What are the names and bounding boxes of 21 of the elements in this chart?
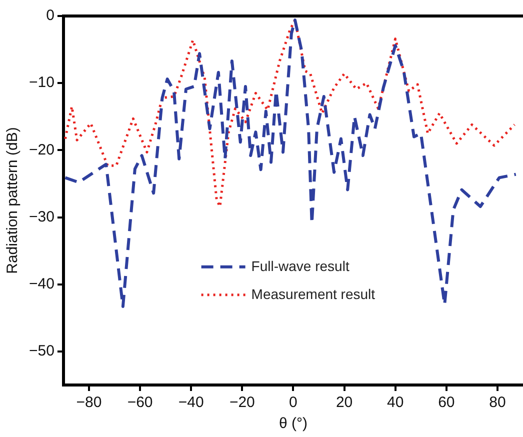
- y-tick-label: 0: [46, 7, 54, 24]
- y-axis-title: Radiation pattern (dB): [4, 127, 22, 274]
- y-tick-label: −40: [28, 276, 54, 293]
- y-tick-label: −20: [28, 141, 54, 158]
- y-tick-label: −10: [28, 74, 54, 92]
- line-series: [64, 18, 516, 208]
- x-tick-label: −40: [178, 394, 204, 412]
- x-tick-label: −20: [229, 394, 255, 412]
- line-series: [64, 18, 518, 308]
- y-tick-label: −30: [28, 208, 54, 226]
- legend-label: Measurement result: [251, 286, 376, 302]
- y-tick-label: −50: [28, 342, 54, 360]
- x-tick-label: 0: [289, 394, 298, 412]
- x-tick-label: −80: [76, 394, 102, 412]
- x-tick-label: 80: [489, 394, 506, 412]
- x-tick-label: 20: [336, 394, 353, 412]
- x-tick-label: 60: [438, 394, 455, 412]
- x-tick-label: 40: [387, 394, 404, 412]
- x-tick-label: −60: [127, 394, 153, 412]
- x-axis-title: θ (°): [278, 415, 308, 432]
- legend-label: Full-wave result: [251, 258, 350, 274]
